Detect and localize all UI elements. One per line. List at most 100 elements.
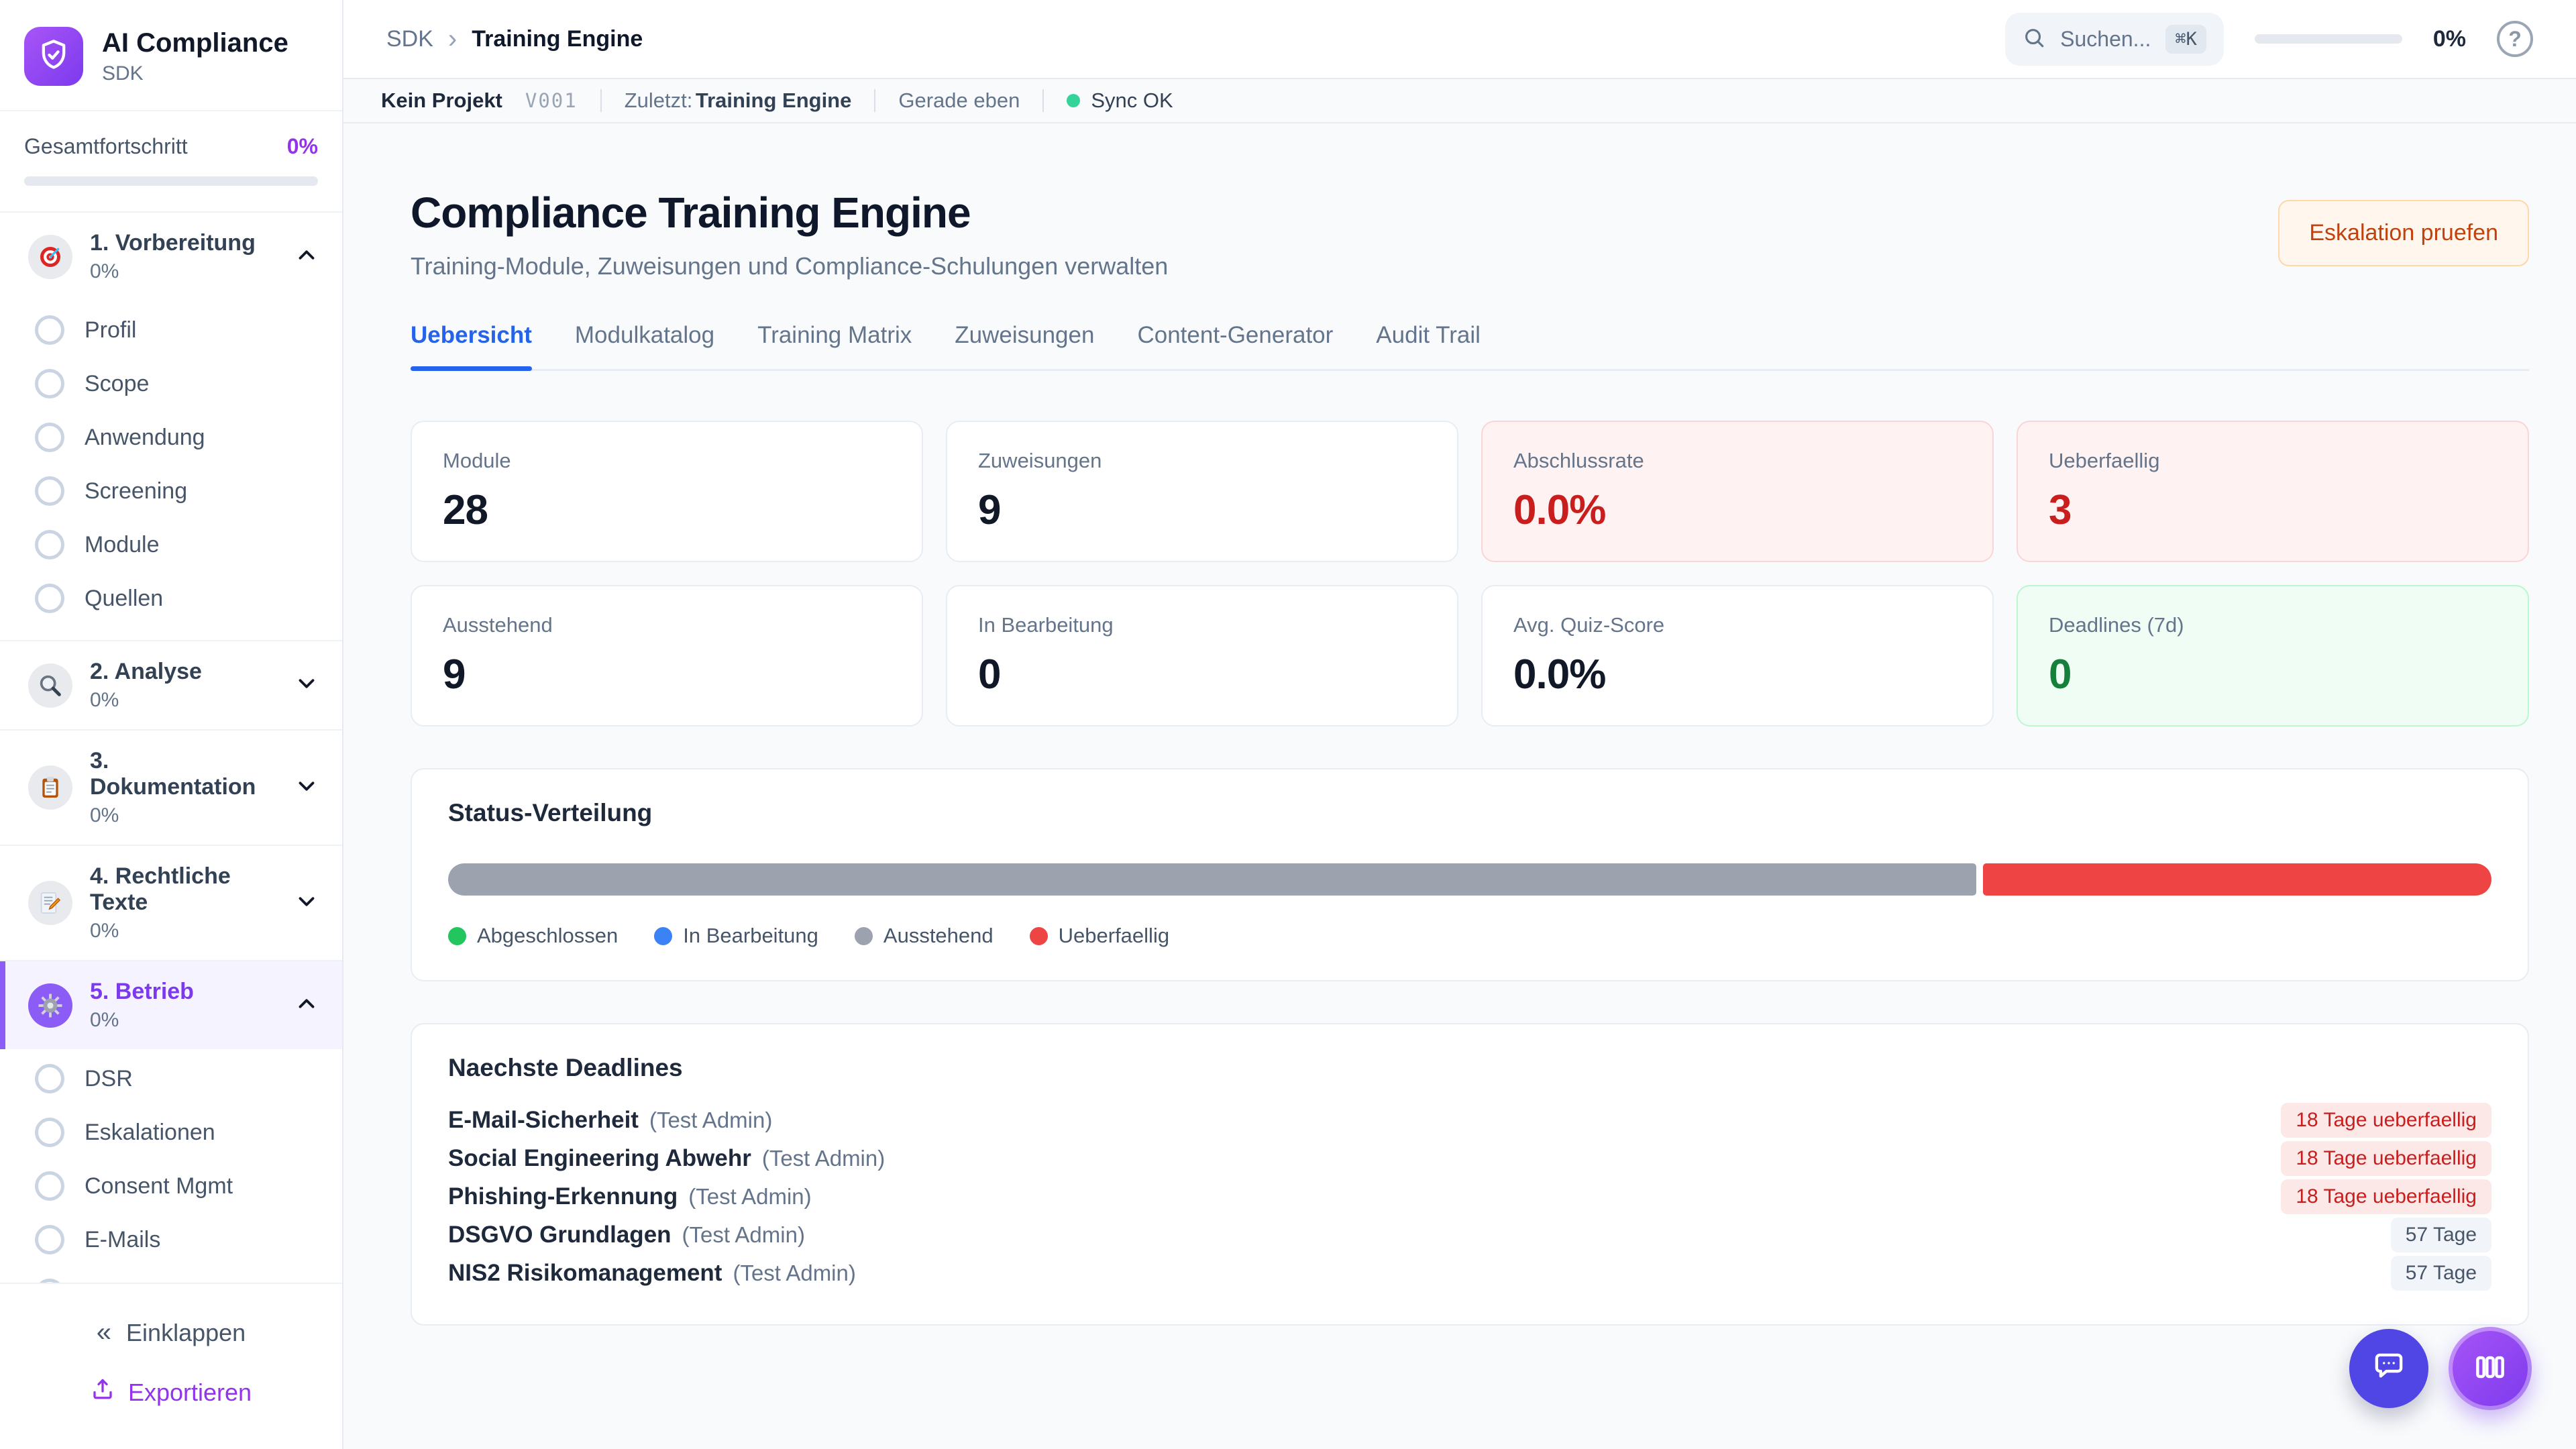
- section-header-rechtliche-texte[interactable]: 4. Rechtliche Texte 0%: [0, 846, 342, 960]
- status-legend: Abgeschlossen In Bearbeitung Ausstehend …: [448, 924, 2491, 948]
- memo-pencil-icon: [28, 881, 72, 925]
- stat-card-deadlines-7d: Deadlines (7d) 0: [2017, 585, 2529, 727]
- header-progress-track: [2254, 34, 2402, 44]
- sidebar-item-notfallplan[interactable]: Notfallplan: [0, 1267, 342, 1283]
- sidebar-item-eskalationen[interactable]: Eskalationen: [0, 1106, 342, 1159]
- chevron-down-icon: [294, 671, 319, 700]
- collapse-sidebar-button[interactable]: « Einklappen: [96, 1318, 246, 1347]
- gear-icon: [28, 983, 72, 1028]
- radio-icon: [35, 1064, 64, 1093]
- export-button[interactable]: Exportieren: [0, 1362, 342, 1422]
- chevron-up-icon: [294, 242, 319, 271]
- tab-modulkatalog[interactable]: Modulkatalog: [574, 322, 715, 348]
- radio-icon: [35, 1118, 64, 1147]
- chat-button[interactable]: [2349, 1329, 2428, 1408]
- breadcrumb: SDK › Training Engine: [386, 24, 643, 54]
- version-label: V001: [525, 89, 578, 112]
- app-subtitle: SDK: [102, 62, 144, 85]
- page-title: Compliance Training Engine: [411, 189, 971, 237]
- section-header-analyse[interactable]: 2. Analyse 0%: [0, 641, 342, 729]
- deadline-row: Social Engineering Abwehr (Test Admin) 1…: [448, 1139, 2491, 1177]
- deadlines-list: E-Mail-Sicherheit (Test Admin) 18 Tage u…: [448, 1101, 2491, 1292]
- clipboard-icon: [28, 765, 72, 810]
- subsection-list: DSR Eskalationen Consent Mgmt E-Mails No…: [0, 1049, 342, 1283]
- sidebar-item-scope[interactable]: Scope: [0, 357, 342, 411]
- subsection-list: Profil Scope Anwendung Screening Module …: [0, 301, 342, 640]
- overall-progress-track: [24, 176, 318, 186]
- stat-card-module: Module 28: [411, 421, 923, 562]
- magnifier-icon: [28, 663, 72, 708]
- status-distribution-bar: [448, 863, 2491, 896]
- search-input[interactable]: Suchen... ⌘K: [2005, 12, 2224, 66]
- green-dot-icon: [448, 926, 466, 945]
- stat-card-zuweisungen: Zuweisungen 9: [946, 421, 1458, 562]
- check-escalation-button[interactable]: Eskalation pruefen: [2278, 200, 2529, 266]
- page-subtitle: Training-Module, Zuweisungen und Complia…: [411, 252, 1169, 280]
- deadline-row: E-Mail-Sicherheit (Test Admin) 18 Tage u…: [448, 1101, 2491, 1139]
- chevron-down-icon: [294, 773, 319, 802]
- search-placeholder: Suchen...: [2060, 26, 2151, 51]
- tab-training-matrix[interactable]: Training Matrix: [757, 322, 912, 348]
- help-icon[interactable]: ?: [2497, 21, 2533, 57]
- due-badge: 57 Tage: [2390, 1255, 2491, 1291]
- sidebar-item-screening[interactable]: Screening: [0, 464, 342, 518]
- status-distribution-title: Status-Verteilung: [448, 799, 653, 826]
- overdue-badge: 18 Tage ueberfaellig: [2281, 1140, 2491, 1176]
- sidebar-nav: 1. Vorbereitung 0% Profil Scope Anwendun…: [0, 213, 342, 1283]
- last-module-value: Training Engine: [695, 89, 852, 112]
- topbar: SDK › Training Engine Suchen... ⌘K 0% ?: [343, 0, 2576, 79]
- sidebar-item-emails[interactable]: E-Mails: [0, 1213, 342, 1267]
- tab-audit-trail[interactable]: Audit Trail: [1376, 322, 1481, 348]
- deadline-row: Phishing-Erkennung (Test Admin) 18 Tage …: [448, 1177, 2491, 1216]
- red-dot-icon: [1029, 926, 1048, 945]
- app-header: AI Compliance SDK: [0, 0, 342, 111]
- stat-card-in-bearbeitung: In Bearbeitung 0: [946, 585, 1458, 727]
- sidebar-item-dsr[interactable]: DSR: [0, 1052, 342, 1106]
- breadcrumb-current: Training Engine: [472, 25, 643, 52]
- last-saved-time: Gerade eben: [898, 89, 1020, 112]
- sync-status: Sync OK: [1067, 89, 1173, 113]
- overdue-badge: 18 Tage ueberfaellig: [2281, 1179, 2491, 1214]
- sidebar-item-profil[interactable]: Profil: [0, 303, 342, 357]
- radio-icon: [35, 530, 64, 559]
- floating-buttons: [2349, 1327, 2532, 1410]
- stat-card-abschlussrate: Abschlussrate 0.0%: [1481, 421, 1994, 562]
- chevron-up-icon: [294, 991, 319, 1020]
- section-header-dokumentation[interactable]: 3. Dokumentation 0%: [0, 731, 342, 845]
- sidebar-item-quellen[interactable]: Quellen: [0, 572, 342, 625]
- section-header-betrieb[interactable]: 5. Betrieb 0%: [0, 961, 342, 1049]
- app-logo: [24, 27, 83, 86]
- overdue-badge: 18 Tage ueberfaellig: [2281, 1102, 2491, 1138]
- search-icon: [2023, 26, 2045, 52]
- stat-card-ausstehend: Ausstehend 9: [411, 585, 923, 727]
- section-header-vorbereitung[interactable]: 1. Vorbereitung 0%: [0, 213, 342, 301]
- main-content: Compliance Training Engine Training-Modu…: [343, 123, 2576, 1449]
- sidebar-item-consent-mgmt[interactable]: Consent Mgmt: [0, 1159, 342, 1213]
- legend-ausstehend: Ausstehend: [854, 924, 994, 948]
- tab-uebersicht[interactable]: Uebersicht: [411, 322, 532, 371]
- sidebar-item-anwendung[interactable]: Anwendung: [0, 411, 342, 464]
- app-title: AI Compliance: [102, 28, 288, 58]
- stat-cards: Module 28 Zuweisungen 9 Abschlussrate 0.…: [411, 421, 2529, 727]
- breadcrumb-root[interactable]: SDK: [386, 25, 433, 52]
- radio-icon: [35, 369, 64, 398]
- shield-check-icon: [36, 38, 71, 76]
- project-name: Kein Projekt: [381, 89, 502, 112]
- radio-icon: [35, 315, 64, 345]
- deadlines-title: Naechste Deadlines: [448, 1054, 683, 1081]
- sidebar-footer: « Einklappen Exportieren: [0, 1283, 342, 1449]
- radio-icon: [35, 584, 64, 613]
- deadlines-panel: Naechste Deadlines E-Mail-Sicherheit (Te…: [411, 1023, 2529, 1326]
- chat-bubble-icon: [2369, 1348, 2408, 1390]
- kanban-board-button[interactable]: [2449, 1327, 2532, 1410]
- tab-zuweisungen[interactable]: Zuweisungen: [955, 322, 1095, 348]
- radio-icon: [35, 476, 64, 506]
- gray-dot-icon: [854, 926, 873, 945]
- section-vorbereitung: 1. Vorbereitung 0% Profil Scope Anwendun…: [0, 213, 342, 641]
- tab-content-generator[interactable]: Content-Generator: [1137, 322, 1334, 348]
- segment-ausstehend: [448, 863, 1977, 896]
- radio-icon: [35, 1225, 64, 1254]
- sidebar-item-module[interactable]: Module: [0, 518, 342, 572]
- double-chevron-left-icon: «: [96, 1318, 112, 1347]
- segment-ueberfaellig: [1983, 863, 2491, 896]
